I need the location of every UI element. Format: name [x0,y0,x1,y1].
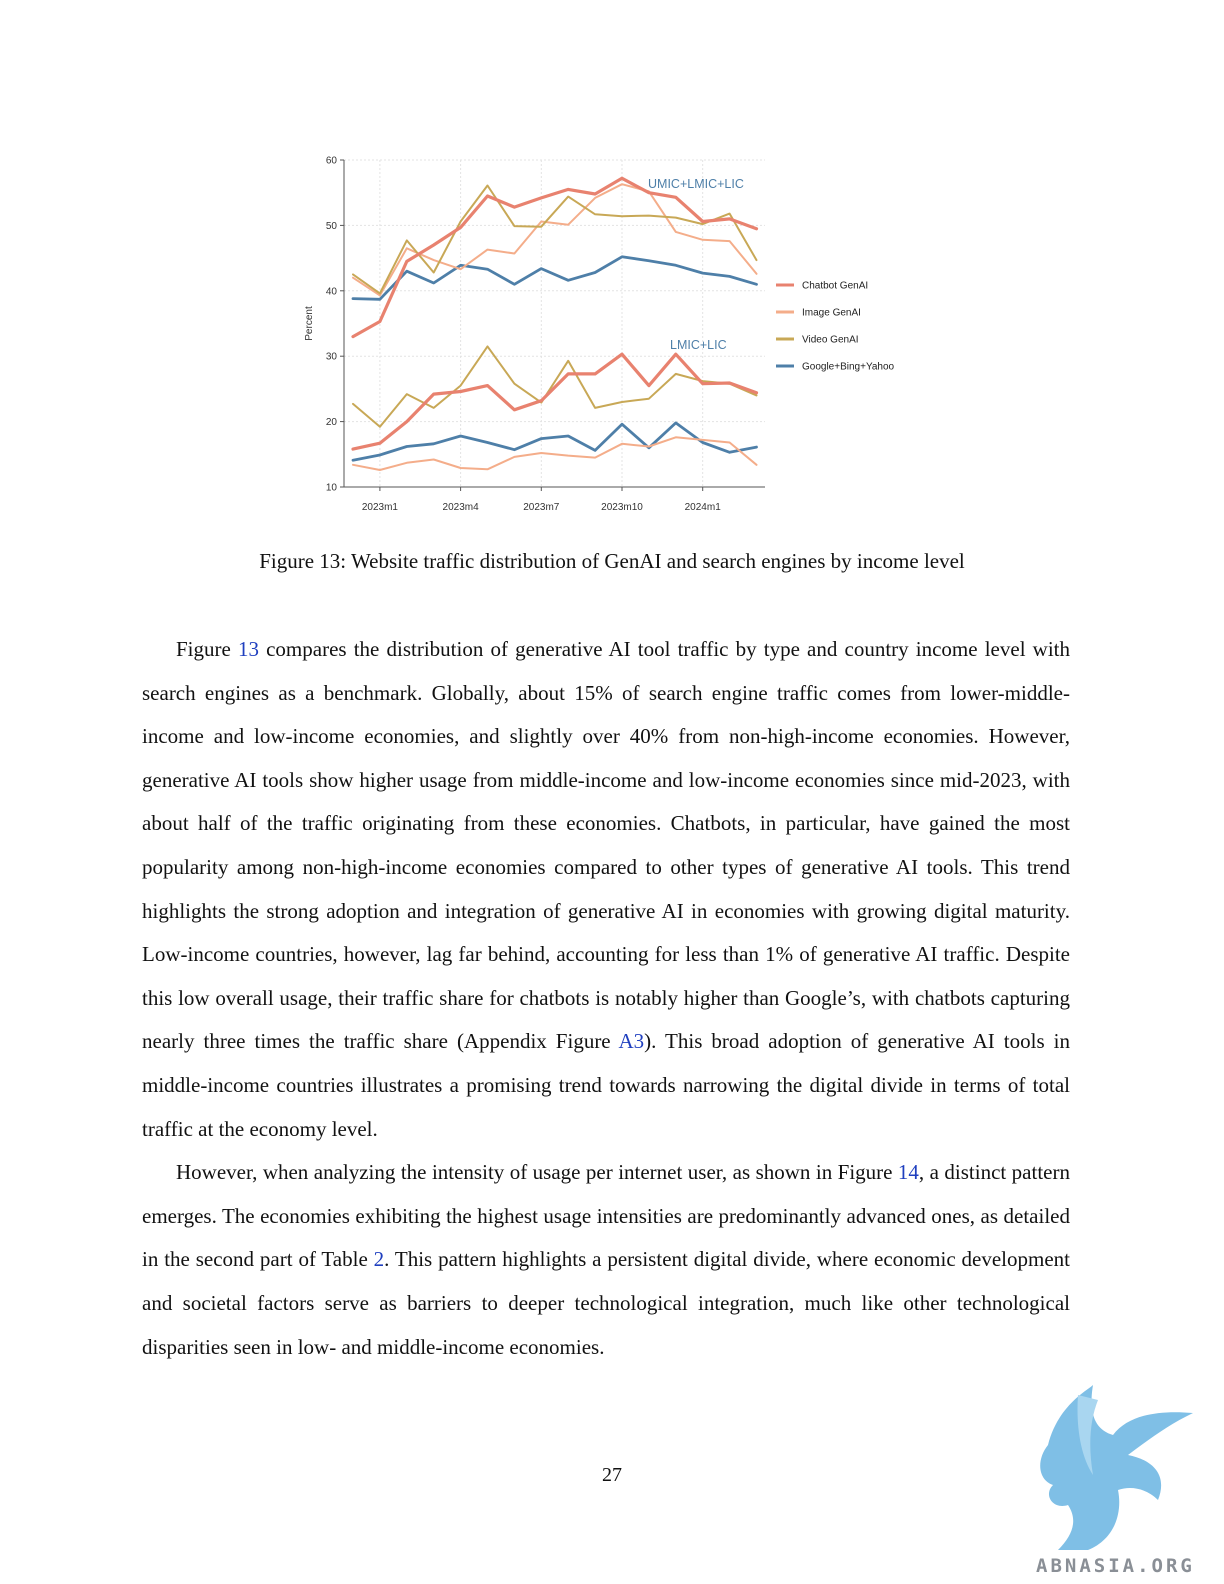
paragraph-text: ). This broad adoption of generative AI … [142,1029,1070,1141]
y-axis-label: Percent [304,306,315,341]
paragraph-text: , a distinct pattern emerges. The econom… [142,1160,1070,1272]
paragraph: Figure 13 compares the distribution of g… [142,628,1070,1151]
paragraph-text: compares the distribution of generative … [142,637,1070,1054]
page-number: 27 [602,1464,622,1486]
legend-label: Image GenAI [802,308,861,319]
griffin-logo-icon [1018,1385,1218,1580]
paragraph-text: . This pattern highlights a persistent d… [142,1247,1071,1359]
y-tick-label: 20 [326,417,338,428]
caption-label: Figure 13: [259,549,347,573]
cross-reference-link[interactable]: A3 [618,1029,645,1054]
x-tick-label: 2024m1 [685,502,722,513]
paragraph-text: However, when analyzing the intensity of… [176,1160,898,1185]
y-tick-label: 50 [326,221,338,232]
cross-reference-link[interactable]: 14 [897,1160,919,1185]
series-line-image-genai-lmic-lic [352,436,758,471]
cross-reference-link[interactable]: 13 [237,637,259,661]
annotation-umic-lmic-lic: UMIC+LMIC+LIC [648,177,744,191]
series-line-video-genai-lmic-lic [352,345,758,428]
y-tick-label: 30 [326,352,338,363]
series-line-chatbot-genai-lmic-lic [351,352,759,451]
watermark-text: ABNASIA.ORG [1036,1555,1195,1577]
line-chart: 10 20 30 40 50 60 2023m1 2023m4 2023m7 2023m10 202… [304,156,895,514]
series-line-google-bing-yahoo-lmic-lic [351,421,758,462]
legend-label: Chatbot GenAI [802,281,868,292]
series-line-google-bing-yahoo-umic-lmic-lic [351,255,758,301]
series-line-image-genai-umic-lmic-lic [352,183,758,297]
caption-text: Website traffic distribution of GenAI an… [351,549,965,573]
legend-label: Google+Bing+Yahoo [802,362,895,373]
annotation-lmic-lic: LMIC+LIC [670,338,727,352]
cross-reference-link[interactable]: 2 [373,1247,385,1272]
series-line-chatbot-genai-umic-lmic-lic [351,176,759,339]
x-tick-label: 2023m4 [443,502,480,513]
y-tick-label: 40 [326,286,338,297]
paragraph: However, when analyzing the intensity of… [142,1151,1070,1369]
x-tick-label: 2023m1 [362,502,399,513]
y-tick-label: 10 [326,483,338,494]
figure-caption: Figure 13: Website traffic distribution … [0,549,1224,574]
body-text: Figure 13 compares the distribution of g… [142,628,1070,1369]
y-tick-label: 60 [326,156,338,167]
series-line-video-genai-umic-lmic-lic [352,184,758,295]
legend-label: Video GenAI [802,335,859,346]
x-tick-label: 2023m10 [601,502,643,513]
paragraph-text: Figure [176,637,238,661]
x-tick-label: 2023m7 [523,502,560,513]
figure-13: 10 20 30 40 50 60 2023m1 2023m4 2023m7 2023m10 202… [290,150,930,530]
